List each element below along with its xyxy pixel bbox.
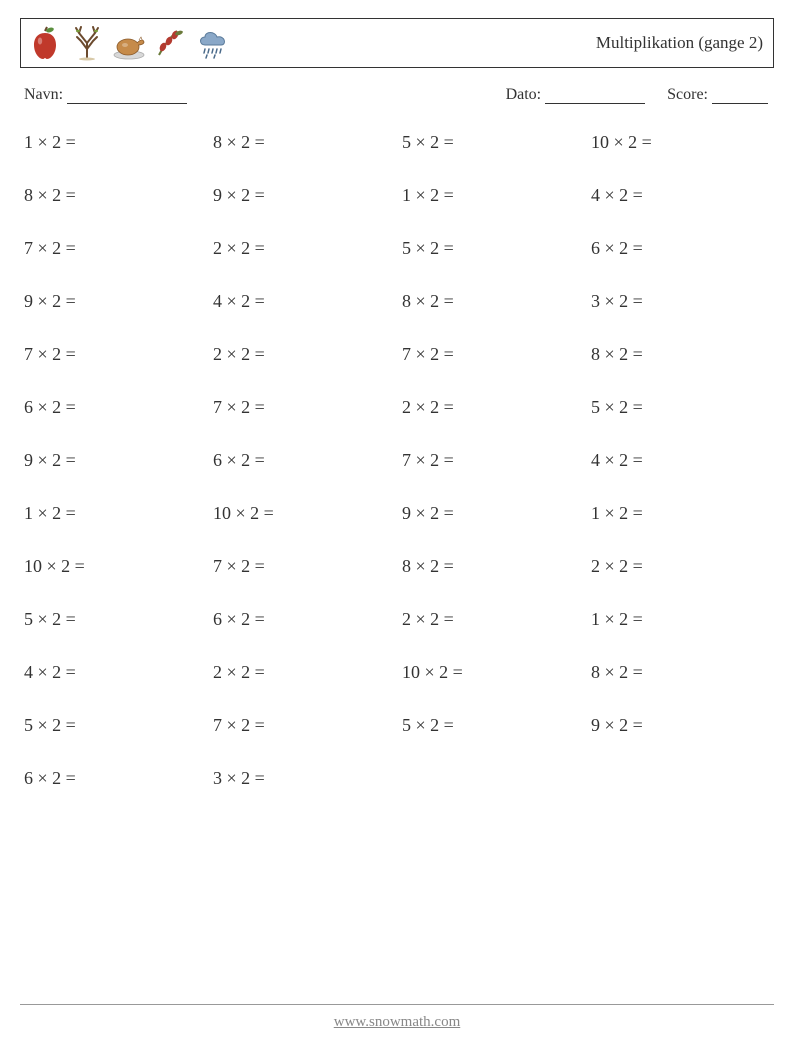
problem-cell: 7 × 2 = xyxy=(213,397,392,418)
footer-link[interactable]: www.snowmath.com xyxy=(0,1014,794,1031)
problem-cell: 1 × 2 = xyxy=(402,185,581,206)
problem-cell: 3 × 2 = xyxy=(591,291,770,312)
problem-cell: 1 × 2 = xyxy=(591,503,770,524)
problem-cell: 10 × 2 = xyxy=(591,132,770,153)
problem-cell: 1 × 2 = xyxy=(24,132,203,153)
problem-cell: 5 × 2 = xyxy=(591,397,770,418)
problem-cell: 7 × 2 = xyxy=(402,450,581,471)
score-label: Score: xyxy=(667,86,708,104)
problem-cell: 5 × 2 = xyxy=(402,132,581,153)
problem-cell xyxy=(402,768,581,789)
problem-cell: 8 × 2 = xyxy=(591,344,770,365)
problem-cell: 4 × 2 = xyxy=(24,662,203,683)
problem-cell: 4 × 2 = xyxy=(591,450,770,471)
spacer xyxy=(649,86,663,104)
header-box: Multiplikation (gange 2) xyxy=(20,18,774,68)
problem-cell: 6 × 2 = xyxy=(213,609,392,630)
turkey-icon xyxy=(111,25,147,61)
problem-cell: 8 × 2 = xyxy=(402,291,581,312)
problem-cell: 9 × 2 = xyxy=(24,291,203,312)
header-icon-row xyxy=(27,25,231,61)
date-label: Dato: xyxy=(506,86,542,104)
problem-cell: 5 × 2 = xyxy=(402,715,581,736)
problem-cell: 8 × 2 = xyxy=(213,132,392,153)
problem-cell: 4 × 2 = xyxy=(213,291,392,312)
name-blank[interactable] xyxy=(67,86,187,104)
problem-cell: 2 × 2 = xyxy=(402,609,581,630)
raincloud-icon xyxy=(195,25,231,61)
problem-cell: 3 × 2 = xyxy=(213,768,392,789)
problem-cell: 7 × 2 = xyxy=(24,238,203,259)
problem-cell: 6 × 2 = xyxy=(24,397,203,418)
tree-icon xyxy=(69,25,105,61)
problem-cell: 10 × 2 = xyxy=(402,662,581,683)
problem-cell: 4 × 2 = xyxy=(591,185,770,206)
problems-grid: 1 × 2 = 8 × 2 = 5 × 2 = 10 × 2 = 8 × 2 = 9 × … xyxy=(20,128,774,789)
problem-cell: 6 × 2 = xyxy=(24,768,203,789)
apple-icon xyxy=(27,25,63,61)
problem-cell: 8 × 2 = xyxy=(402,556,581,577)
problem-cell: 10 × 2 = xyxy=(24,556,203,577)
problem-cell: 8 × 2 = xyxy=(591,662,770,683)
problem-cell: 7 × 2 = xyxy=(213,556,392,577)
problem-cell: 1 × 2 = xyxy=(591,609,770,630)
page-title: Multiplikation (gange 2) xyxy=(596,33,763,53)
problem-cell: 2 × 2 = xyxy=(213,662,392,683)
problem-cell: 6 × 2 = xyxy=(591,238,770,259)
problem-cell: 5 × 2 = xyxy=(402,238,581,259)
problem-cell: 7 × 2 = xyxy=(213,715,392,736)
name-label: Navn: xyxy=(24,86,63,104)
footer-rule xyxy=(20,1004,774,1005)
problem-cell: 9 × 2 = xyxy=(24,450,203,471)
meta-row: Navn: Dato: Score: xyxy=(20,86,774,104)
problem-cell: 7 × 2 = xyxy=(24,344,203,365)
score-blank[interactable] xyxy=(712,86,768,104)
problem-cell: 2 × 2 = xyxy=(213,238,392,259)
name-field-group: Navn: xyxy=(24,86,187,104)
date-score-group: Dato: Score: xyxy=(506,86,768,104)
problem-cell: 1 × 2 = xyxy=(24,503,203,524)
problem-cell xyxy=(591,768,770,789)
problem-cell: 2 × 2 = xyxy=(213,344,392,365)
problem-cell: 5 × 2 = xyxy=(24,715,203,736)
problem-cell: 6 × 2 = xyxy=(213,450,392,471)
problem-cell: 9 × 2 = xyxy=(213,185,392,206)
problem-cell: 5 × 2 = xyxy=(24,609,203,630)
problem-cell: 9 × 2 = xyxy=(591,715,770,736)
problem-cell: 2 × 2 = xyxy=(591,556,770,577)
date-blank[interactable] xyxy=(545,86,645,104)
problem-cell: 10 × 2 = xyxy=(213,503,392,524)
problem-cell: 9 × 2 = xyxy=(402,503,581,524)
problem-cell: 7 × 2 = xyxy=(402,344,581,365)
problem-cell: 2 × 2 = xyxy=(402,397,581,418)
berries-icon xyxy=(153,25,189,61)
problem-cell: 8 × 2 = xyxy=(24,185,203,206)
